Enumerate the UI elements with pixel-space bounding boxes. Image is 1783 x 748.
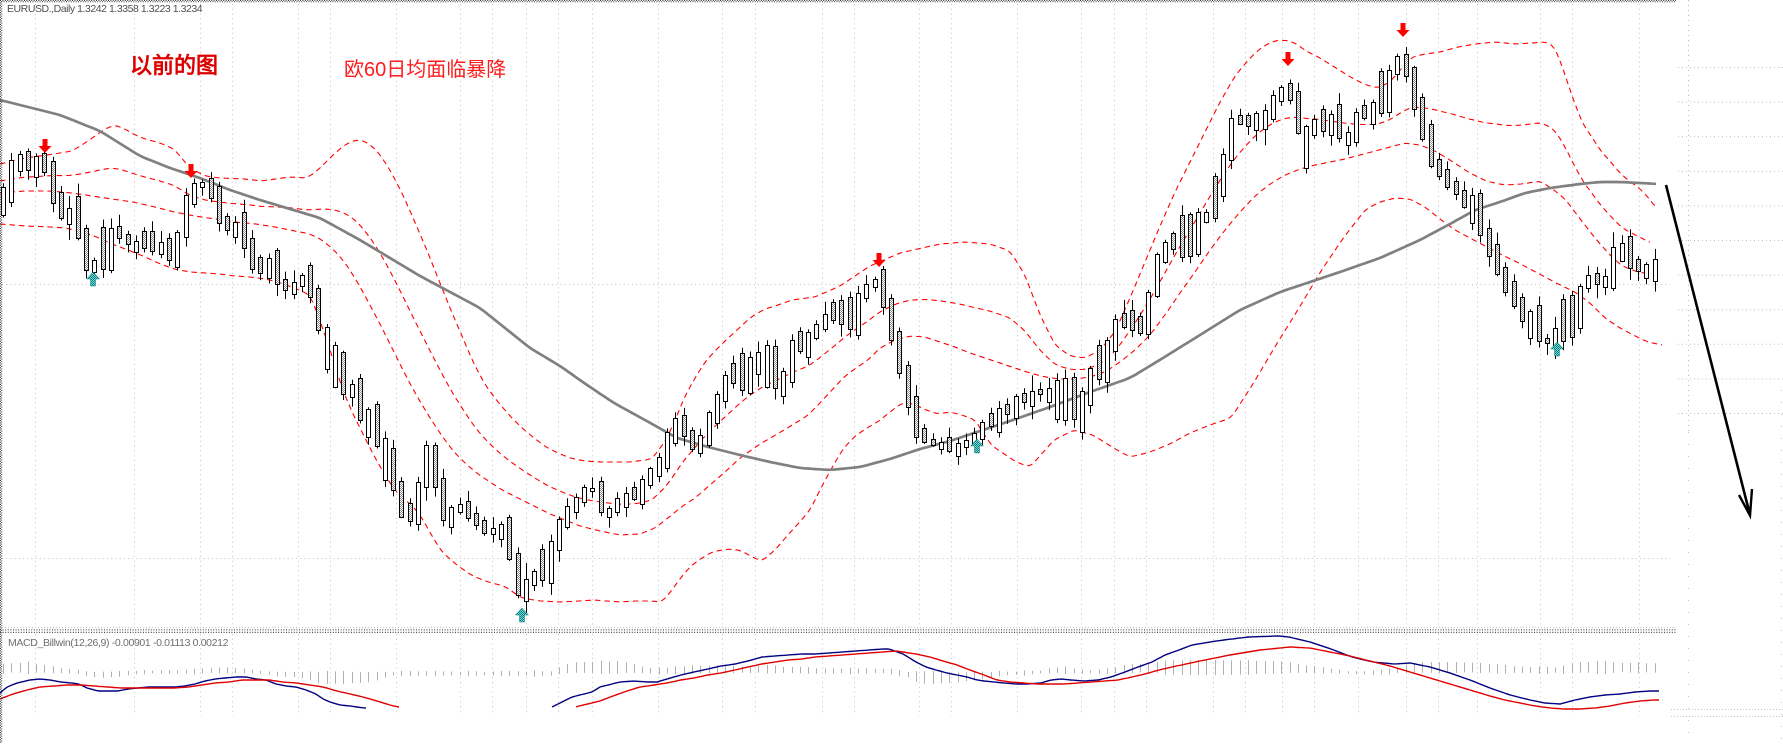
svg-text:欧60日均面临暴降: 欧60日均面临暴降: [344, 58, 506, 81]
svg-text:EURUSD.,Daily 1.3242 1.3358 1: EURUSD.,Daily 1.3242 1.3358 1.3223 1.323…: [7, 3, 203, 15]
svg-text:MACD_Billwin(12,26,9) -0.00901: MACD_Billwin(12,26,9) -0.00901 -0.01113 …: [8, 637, 229, 649]
svg-text:以前的图: 以前的图: [130, 53, 218, 78]
